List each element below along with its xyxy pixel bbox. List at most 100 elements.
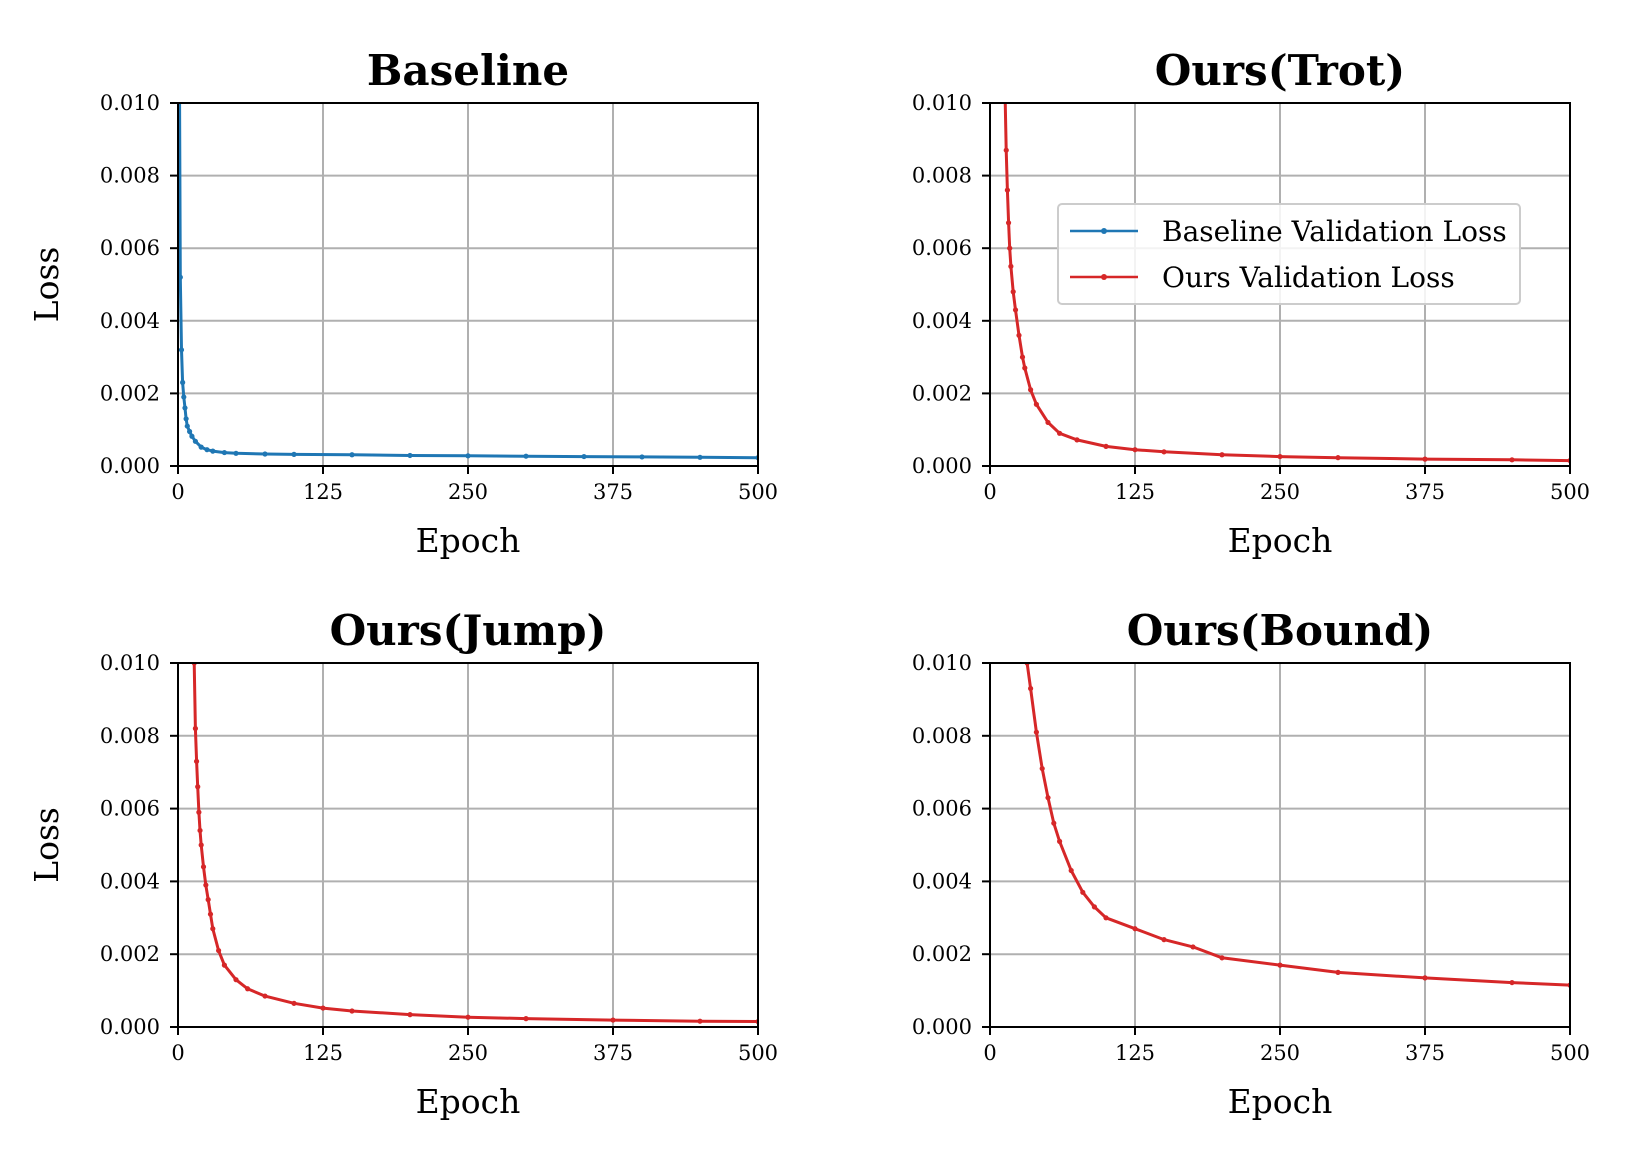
data-point <box>1161 937 1167 943</box>
x-tick-label: 375 <box>1405 480 1445 504</box>
axes-frame <box>177 662 759 1028</box>
x-tick-label: 375 <box>1405 1041 1445 1065</box>
data-point <box>697 1018 703 1024</box>
data-point <box>245 986 251 992</box>
data-point <box>187 428 193 435</box>
chart-title: Baseline <box>367 46 569 95</box>
data-point <box>291 451 297 457</box>
data-point <box>198 842 204 848</box>
y-tick-label: 0.002 <box>100 381 160 405</box>
data-point <box>1103 915 1109 921</box>
data-point <box>1008 263 1014 269</box>
data-point <box>1016 332 1022 338</box>
data-point <box>1045 795 1051 801</box>
y-tick-label: 0.010 <box>912 91 972 115</box>
data-point <box>349 1008 355 1014</box>
x-tick-label: 250 <box>448 480 488 504</box>
data-point <box>197 827 203 834</box>
series-line <box>192 663 758 1023</box>
data-point <box>182 405 188 411</box>
series-line <box>1025 663 1570 987</box>
data-point <box>193 758 200 764</box>
x-tick-label: 500 <box>1550 1041 1590 1065</box>
y-tick-label: 0.004 <box>912 309 972 333</box>
data-point <box>200 864 207 870</box>
x-tick-label: 125 <box>1115 1041 1155 1065</box>
data-point <box>320 1005 326 1011</box>
data-point <box>639 454 645 460</box>
data-point <box>1007 245 1013 251</box>
data-point <box>523 1016 529 1022</box>
data-point <box>221 962 227 968</box>
data-point <box>1012 307 1019 313</box>
data-point <box>1132 447 1138 453</box>
data-point <box>465 453 471 459</box>
data-point <box>1509 457 1515 463</box>
data-point <box>1335 969 1341 976</box>
y-tick-label: 0.006 <box>100 797 160 821</box>
y-tick-label: 0.000 <box>912 454 972 478</box>
data-point <box>192 725 198 732</box>
data-point <box>181 394 187 400</box>
series-ours-validation-loss <box>1003 103 1570 464</box>
legend-entry: Baseline Validation Loss <box>1070 215 1507 248</box>
data-point <box>1080 889 1086 895</box>
data-point <box>1277 962 1283 968</box>
y-tick-label: 0.008 <box>912 724 972 748</box>
x-tick-label: 125 <box>1115 480 1155 504</box>
data-point <box>1422 975 1428 981</box>
data-point <box>1039 765 1045 772</box>
legend-label: Ours Validation Loss <box>1162 261 1455 294</box>
y-tick-label: 0.008 <box>912 164 972 188</box>
x-tick-label: 500 <box>738 1041 778 1065</box>
data-point <box>216 947 222 954</box>
y-tick-label: 0.004 <box>100 869 160 893</box>
data-point <box>262 451 268 457</box>
data-point <box>1219 452 1225 458</box>
y-tick-label: 0.000 <box>100 1015 160 1039</box>
data-point <box>198 444 204 450</box>
data-point <box>1277 453 1283 460</box>
data-point <box>207 911 214 917</box>
data-point <box>195 784 201 790</box>
y-tick-label: 0.004 <box>100 309 160 333</box>
data-point <box>1033 729 1039 735</box>
data-point <box>1051 820 1057 826</box>
data-point <box>233 977 239 983</box>
x-axis-label: Epoch <box>416 521 521 560</box>
data-point <box>221 449 227 456</box>
y-tick-label: 0.010 <box>912 651 972 675</box>
data-point <box>178 274 183 280</box>
data-point <box>183 416 189 422</box>
y-tick-label: 0.010 <box>100 91 160 115</box>
subplot-4: 0 125 250 375 500 0.000 0.002 0.004 0.006 0.008 0.… <box>912 606 1590 1121</box>
y-tick-label: 0.006 <box>912 236 972 260</box>
series-baseline-validation-loss <box>178 103 758 461</box>
data-point <box>1003 147 1009 153</box>
data-point <box>1045 419 1051 426</box>
legend-entry: Ours Validation Loss <box>1070 261 1455 294</box>
x-axis-label: Epoch <box>1228 521 1333 560</box>
chart-title: Ours(Trot) <box>1155 46 1405 95</box>
data-point <box>184 423 190 429</box>
legend-marker-swatch <box>1101 274 1107 280</box>
y-tick-label: 0.002 <box>912 381 972 405</box>
data-point <box>697 454 703 460</box>
data-point <box>1091 904 1097 910</box>
data-point <box>178 347 185 353</box>
data-point <box>1022 365 1028 371</box>
data-point <box>1335 455 1341 461</box>
data-point <box>407 452 413 459</box>
data-point <box>1422 456 1428 462</box>
y-tick-label: 0.000 <box>100 454 160 478</box>
data-point <box>465 1014 471 1020</box>
data-point <box>610 1017 616 1023</box>
data-point <box>204 447 210 453</box>
data-point <box>1033 401 1039 407</box>
x-tick-label: 375 <box>593 480 633 504</box>
subplot-3: 0 125 250 375 500 0.000 0.002 0.004 0.006 0.008 0.… <box>27 606 778 1121</box>
data-point <box>1004 187 1011 193</box>
x-tick-label: 375 <box>593 1041 633 1065</box>
x-tick-label: 250 <box>1260 1041 1300 1065</box>
